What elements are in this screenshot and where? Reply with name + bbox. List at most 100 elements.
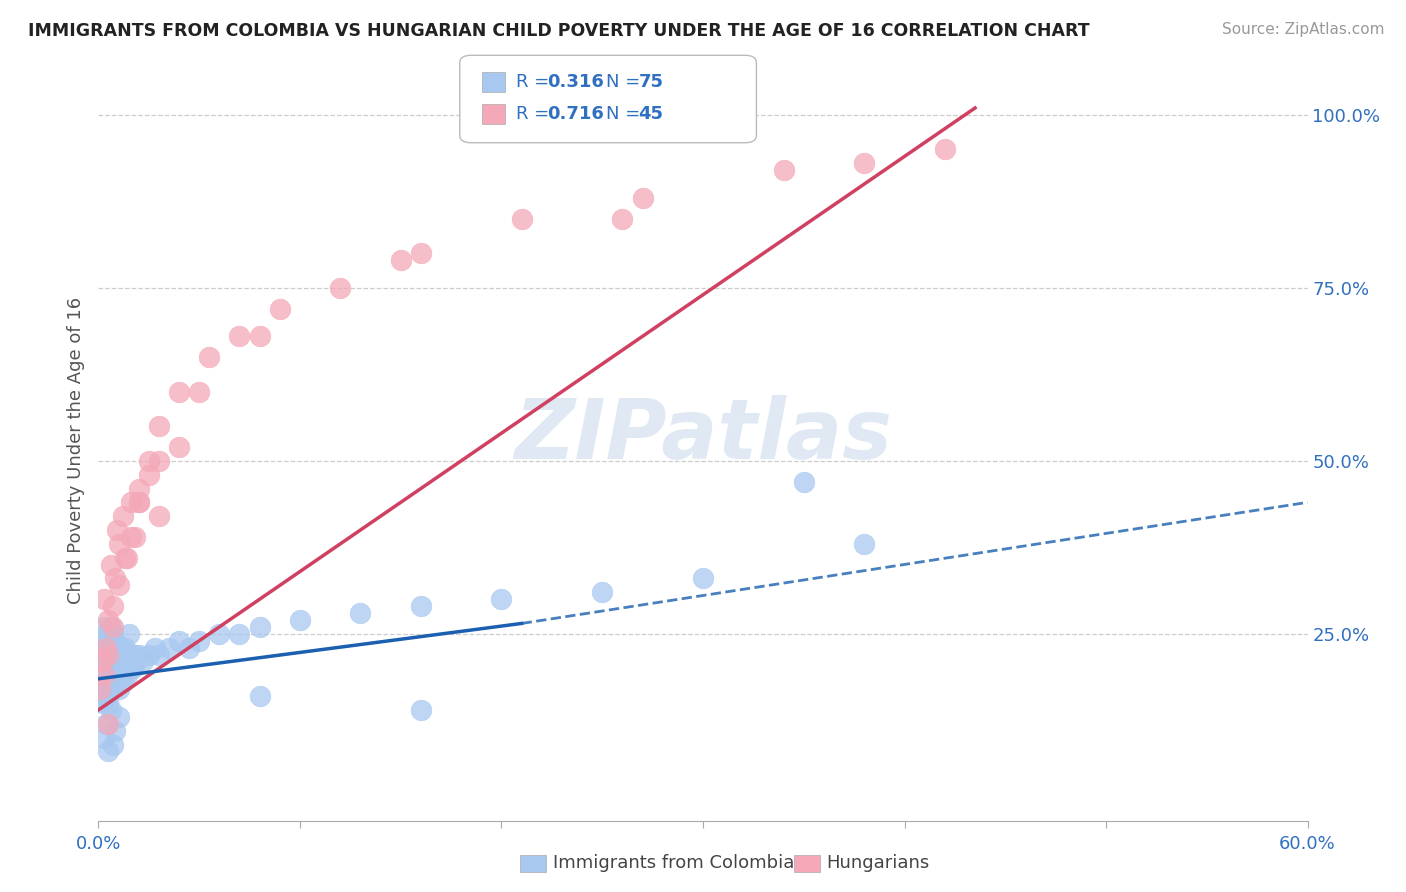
- Point: [125, 655, 148, 669]
- Point: [96, 640, 118, 655]
- Point: [329, 281, 352, 295]
- Point: [110, 668, 132, 682]
- Point: [100, 640, 122, 655]
- Point: [100, 620, 122, 634]
- Point: [132, 655, 155, 669]
- Point: [91, 633, 114, 648]
- Point: [114, 550, 136, 565]
- Point: [101, 738, 124, 752]
- Point: [167, 440, 190, 454]
- Point: [157, 640, 180, 655]
- Point: [772, 163, 794, 178]
- Point: [118, 627, 141, 641]
- Point: [591, 585, 613, 599]
- Point: [128, 495, 150, 509]
- Point: [409, 599, 432, 614]
- Point: [148, 454, 170, 468]
- Point: [115, 668, 138, 682]
- Point: [107, 537, 129, 551]
- Point: [93, 668, 115, 682]
- Point: [198, 350, 221, 364]
- Point: [97, 648, 120, 662]
- Point: [249, 620, 271, 634]
- Point: [934, 143, 956, 157]
- Point: [96, 689, 118, 703]
- Point: [228, 329, 250, 343]
- Point: [107, 661, 129, 675]
- Point: [138, 467, 160, 482]
- Point: [349, 606, 371, 620]
- Point: [101, 620, 124, 634]
- Point: [853, 537, 876, 551]
- Point: [138, 648, 160, 662]
- Point: [103, 723, 125, 738]
- Text: Immigrants from Colombia: Immigrants from Colombia: [553, 855, 794, 872]
- Point: [188, 384, 211, 399]
- Point: [120, 530, 142, 544]
- Point: [100, 682, 122, 697]
- Point: [107, 640, 129, 655]
- Point: [103, 572, 125, 586]
- Point: [107, 578, 129, 592]
- Point: [91, 675, 114, 690]
- Point: [91, 655, 114, 669]
- Text: R =: R =: [516, 73, 555, 91]
- Point: [107, 682, 129, 697]
- Point: [103, 633, 125, 648]
- Point: [167, 633, 190, 648]
- Point: [105, 640, 128, 655]
- Point: [91, 655, 114, 669]
- Point: [148, 648, 170, 662]
- Text: N =: N =: [606, 105, 645, 123]
- Point: [100, 703, 122, 717]
- Point: [96, 627, 118, 641]
- Text: 0.316: 0.316: [547, 73, 603, 91]
- Point: [118, 648, 141, 662]
- Point: [97, 716, 120, 731]
- Point: [128, 495, 150, 509]
- Point: [114, 640, 136, 655]
- Point: [249, 329, 271, 343]
- Point: [110, 648, 132, 662]
- Point: [114, 661, 136, 675]
- Point: [120, 655, 142, 669]
- Point: [105, 661, 128, 675]
- Point: [91, 696, 114, 710]
- Point: [89, 682, 111, 697]
- Point: [143, 640, 166, 655]
- Point: [103, 655, 125, 669]
- Point: [101, 668, 124, 682]
- Point: [97, 613, 120, 627]
- Point: [188, 633, 211, 648]
- Point: [103, 675, 125, 690]
- Point: [128, 482, 150, 496]
- Point: [93, 682, 115, 697]
- Point: [97, 675, 120, 690]
- Point: [97, 655, 120, 669]
- Point: [100, 558, 122, 572]
- Point: [100, 661, 122, 675]
- Point: [93, 661, 115, 675]
- Point: [208, 627, 231, 641]
- Point: [96, 668, 118, 682]
- Point: [105, 523, 128, 537]
- Point: [124, 648, 146, 662]
- Point: [409, 703, 432, 717]
- Text: ZIPatlas: ZIPatlas: [515, 395, 891, 476]
- Point: [128, 648, 150, 662]
- Point: [115, 550, 138, 565]
- Point: [111, 675, 134, 690]
- Point: [288, 613, 311, 627]
- Point: [97, 744, 120, 758]
- Point: [93, 640, 115, 655]
- Point: [111, 655, 134, 669]
- Point: [269, 301, 291, 316]
- Text: Source: ZipAtlas.com: Source: ZipAtlas.com: [1222, 22, 1385, 37]
- Point: [89, 648, 111, 662]
- Point: [510, 211, 533, 226]
- Point: [120, 495, 142, 509]
- Point: [93, 731, 115, 745]
- Text: 0.716: 0.716: [547, 105, 603, 123]
- Text: Hungarians: Hungarians: [827, 855, 929, 872]
- Point: [121, 661, 143, 675]
